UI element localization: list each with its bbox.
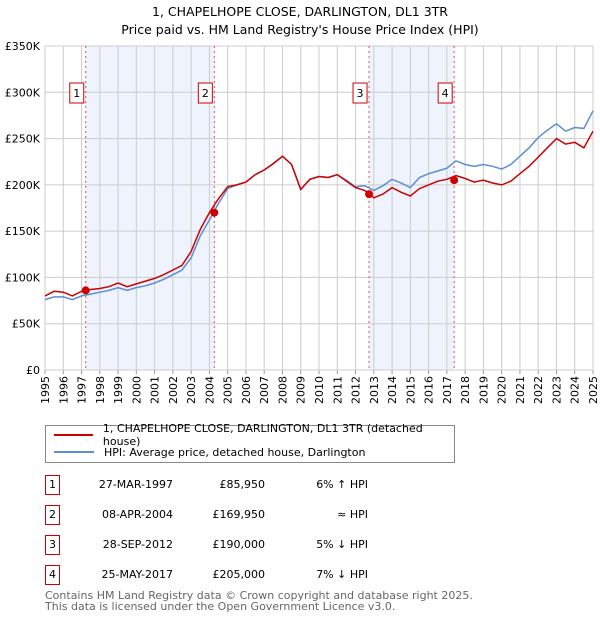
legend: 1, CHAPELHOPE CLOSE, DARLINGTON, DL1 3TR… <box>45 422 455 463</box>
legend-item-property: 1, CHAPELHOPE CLOSE, DARLINGTON, DL1 3TR… <box>54 422 454 448</box>
x-tick-label: 2005 <box>222 376 235 404</box>
x-tick-label: 2022 <box>532 376 545 404</box>
x-tick-label: 2009 <box>295 376 308 404</box>
chart-subtitle: Price paid vs. HM Land Registry's House … <box>121 22 479 37</box>
hpi-comparison: 6% ↑ HPI <box>316 478 368 491</box>
sale-label-box <box>437 82 453 104</box>
x-tick-label: 2006 <box>240 376 253 404</box>
x-tick-label: 2000 <box>130 376 143 404</box>
sale-marker-badge: 3 <box>45 535 60 555</box>
x-tick-label: 2017 <box>441 376 454 404</box>
sale-price: £205,000 <box>212 568 266 581</box>
legend-swatch-blue <box>54 451 94 453</box>
sale-date: 08-APR-2004 <box>101 508 173 521</box>
x-tick-label: 2020 <box>496 376 509 404</box>
x-tick-label: 2025 <box>587 376 600 404</box>
x-tick-label: 2012 <box>350 376 363 404</box>
x-tick-label: 2024 <box>569 376 582 404</box>
sale-label-box <box>197 82 213 104</box>
legend-label: 1, CHAPELHOPE CLOSE, DARLINGTON, DL1 3TR… <box>102 422 423 448</box>
y-tick-label: £300K <box>5 86 41 99</box>
sale-point <box>210 208 219 217</box>
x-tick-label: 2002 <box>167 376 180 404</box>
sale-price: £190,000 <box>212 538 266 551</box>
shaded-period <box>85 46 215 370</box>
sale-marker-badge: 2 <box>45 505 60 525</box>
hpi-comparison: 5% ↓ HPI <box>316 538 368 551</box>
y-tick-label: £0 <box>26 364 40 377</box>
plot-frame <box>44 45 594 371</box>
x-tick-label: 2001 <box>149 376 162 404</box>
sale-date: 28-SEP-2012 <box>102 538 173 551</box>
transaction-row: 3 28-SEP-2012 £190,000 5% ↓ HPI <box>45 535 465 555</box>
x-tick-label: 2021 <box>514 376 527 404</box>
x-tick-label: 2014 <box>386 376 399 404</box>
x-tick-label: 2003 <box>185 376 198 404</box>
transaction-row: 1 27-MAR-1997 £85,950 6% ↑ HPI <box>45 475 465 495</box>
sale-point <box>450 176 459 185</box>
x-tick-label: 2023 <box>550 376 563 404</box>
y-tick-label: £150K <box>5 225 41 238</box>
x-tick-label: 1998 <box>94 376 107 404</box>
x-tick-label: 1997 <box>76 376 89 404</box>
footer-line: Contains HM Land Registry data © Crown c… <box>45 589 473 602</box>
sale-label: 1 <box>73 87 80 100</box>
x-tick-label: 2004 <box>203 376 216 404</box>
sale-price: £85,950 <box>219 478 266 491</box>
hpi-comparison: ≈ HPI <box>337 508 368 521</box>
x-tick-label: 2011 <box>331 376 344 404</box>
chart-title: 1, CHAPELHOPE CLOSE, DARLINGTON, DL1 3TR <box>152 4 448 19</box>
sale-date: 25-MAY-2017 <box>101 568 173 581</box>
y-tick-label: £50K <box>12 318 41 331</box>
hpi-comparison: 7% ↓ HPI <box>316 568 368 581</box>
transaction-row: 2 08-APR-2004 £169,950 ≈ HPI <box>45 505 465 525</box>
footer-line: This data is licensed under the Open Gov… <box>45 600 396 613</box>
sale-marker-badge: 4 <box>45 565 60 585</box>
transaction-row: 4 25-MAY-2017 £205,000 7% ↓ HPI <box>45 565 465 585</box>
sale-label-box <box>69 82 85 104</box>
x-tick-label: 2016 <box>423 376 436 404</box>
y-tick-label: £350K <box>5 40 41 53</box>
sale-marker-badge: 1 <box>45 475 60 495</box>
x-tick-label: 2018 <box>459 376 472 404</box>
x-tick-label: 2007 <box>258 376 271 404</box>
legend-item-hpi: HPI: Average price, detached house, Darl… <box>54 444 365 460</box>
x-tick-label: 1995 <box>39 376 52 404</box>
sale-label: 3 <box>357 87 364 100</box>
legend-label: HPI: Average price, detached house, Darl… <box>104 445 366 459</box>
x-tick-label: 2015 <box>404 376 417 404</box>
y-tick-label: £250K <box>5 133 41 146</box>
sale-point <box>365 190 374 199</box>
x-tick-label: 1999 <box>112 376 125 404</box>
sale-label-box <box>352 82 368 104</box>
sale-point <box>81 286 90 295</box>
sale-price: £169,950 <box>212 508 266 521</box>
footer: Contains HM Land Registry data © Crown c… <box>45 590 473 612</box>
line-chart: 1995 1996 1997 1998 1999 2000 2001 2002 2003 2004… <box>5 40 600 404</box>
property-price-line <box>44 130 594 297</box>
legend-swatch-red <box>54 434 93 436</box>
sale-label: 4 <box>442 87 449 100</box>
x-tick-label: 1996 <box>57 376 70 404</box>
y-tick-label: £200K <box>5 179 41 192</box>
y-tick-label: £100K <box>5 271 41 284</box>
sale-date: 27-MAR-1997 <box>98 478 173 491</box>
x-tick-label: 2019 <box>477 376 490 404</box>
x-tick-label: 2008 <box>276 376 289 404</box>
sale-label: 2 <box>202 87 209 100</box>
x-tick-label: 2013 <box>368 376 381 404</box>
x-tick-label: 2010 <box>313 376 326 404</box>
